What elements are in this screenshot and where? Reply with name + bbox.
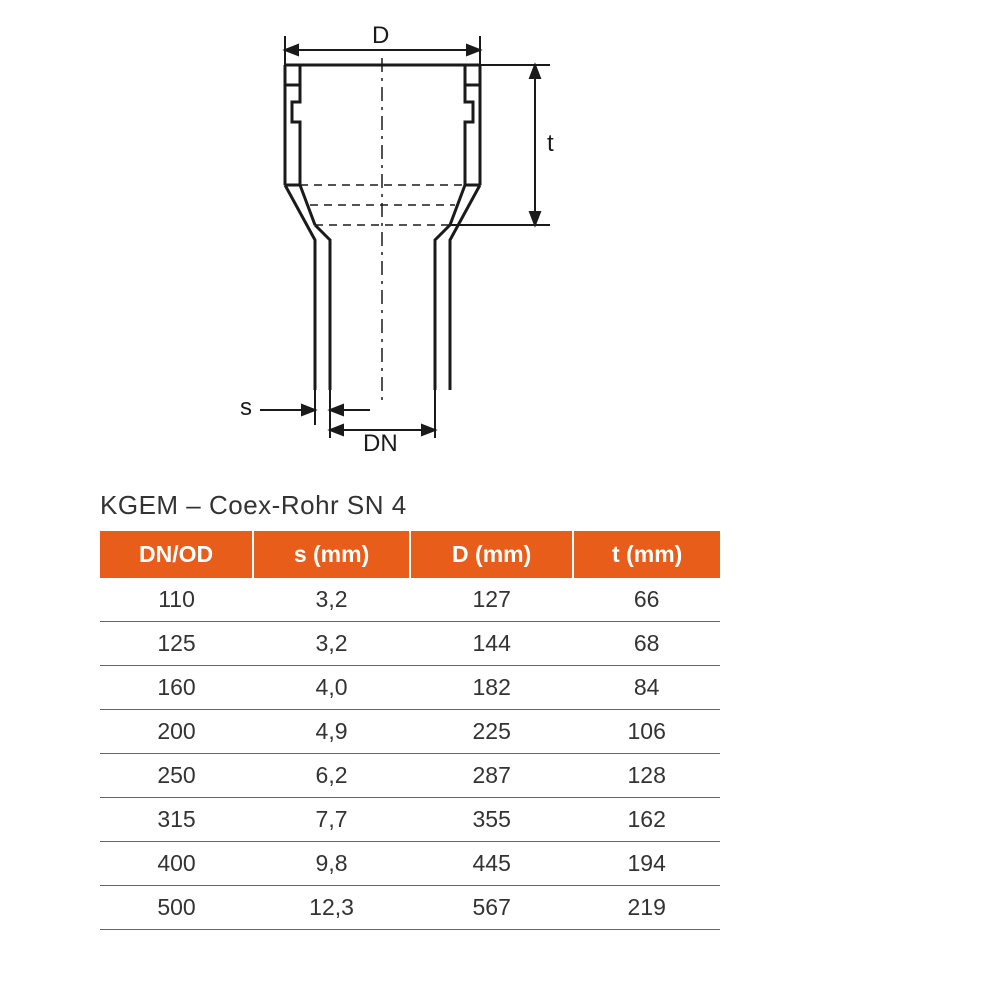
col-header: s (mm) xyxy=(253,531,410,578)
table-body: 1103,2127661253,2144681604,0182842004,92… xyxy=(100,578,720,930)
dim-label-t: t xyxy=(547,130,554,158)
col-header: DN/OD xyxy=(100,531,253,578)
table-cell: 315 xyxy=(100,798,253,842)
table-cell: 84 xyxy=(573,666,720,710)
table-cell: 160 xyxy=(100,666,253,710)
dim-label-DN: DN xyxy=(363,430,398,458)
table-cell: 219 xyxy=(573,886,720,930)
table-cell: 500 xyxy=(100,886,253,930)
table-header-row: DN/OD s (mm) D (mm) t (mm) xyxy=(100,531,720,578)
col-header: D (mm) xyxy=(410,531,573,578)
table-cell: 66 xyxy=(573,578,720,622)
table-cell: 4,0 xyxy=(253,666,410,710)
table-cell: 144 xyxy=(410,622,573,666)
table-cell: 68 xyxy=(573,622,720,666)
table-cell: 106 xyxy=(573,710,720,754)
table-cell: 400 xyxy=(100,842,253,886)
table-row: 1253,214468 xyxy=(100,622,720,666)
table-cell: 3,2 xyxy=(253,578,410,622)
table-row: 4009,8445194 xyxy=(100,842,720,886)
table-row: 1604,018284 xyxy=(100,666,720,710)
dim-label-D: D xyxy=(372,22,389,50)
table-cell: 162 xyxy=(573,798,720,842)
pipe-technical-drawing: D t s DN xyxy=(180,30,680,450)
table-row: 1103,212766 xyxy=(100,578,720,622)
table-cell: 355 xyxy=(410,798,573,842)
table-cell: 12,3 xyxy=(253,886,410,930)
table-row: 2506,2287128 xyxy=(100,754,720,798)
table-cell: 125 xyxy=(100,622,253,666)
table-cell: 9,8 xyxy=(253,842,410,886)
spec-table-area: KGEM – Coex-Rohr SN 4 DN/OD s (mm) D (mm… xyxy=(100,490,720,930)
table-cell: 182 xyxy=(410,666,573,710)
col-header: t (mm) xyxy=(573,531,720,578)
dim-label-s: s xyxy=(240,394,252,422)
table-cell: 128 xyxy=(573,754,720,798)
table-cell: 4,9 xyxy=(253,710,410,754)
table-row: 2004,9225106 xyxy=(100,710,720,754)
table-cell: 127 xyxy=(410,578,573,622)
spec-table: DN/OD s (mm) D (mm) t (mm) 1103,21276612… xyxy=(100,531,720,930)
pipe-svg xyxy=(180,30,680,450)
table-cell: 567 xyxy=(410,886,573,930)
table-cell: 445 xyxy=(410,842,573,886)
table-cell: 200 xyxy=(100,710,253,754)
table-row: 50012,3567219 xyxy=(100,886,720,930)
table-cell: 194 xyxy=(573,842,720,886)
table-row: 3157,7355162 xyxy=(100,798,720,842)
table-cell: 6,2 xyxy=(253,754,410,798)
table-cell: 225 xyxy=(410,710,573,754)
table-cell: 3,2 xyxy=(253,622,410,666)
table-title: KGEM – Coex-Rohr SN 4 xyxy=(100,490,720,521)
table-cell: 250 xyxy=(100,754,253,798)
table-cell: 287 xyxy=(410,754,573,798)
table-cell: 7,7 xyxy=(253,798,410,842)
table-cell: 110 xyxy=(100,578,253,622)
